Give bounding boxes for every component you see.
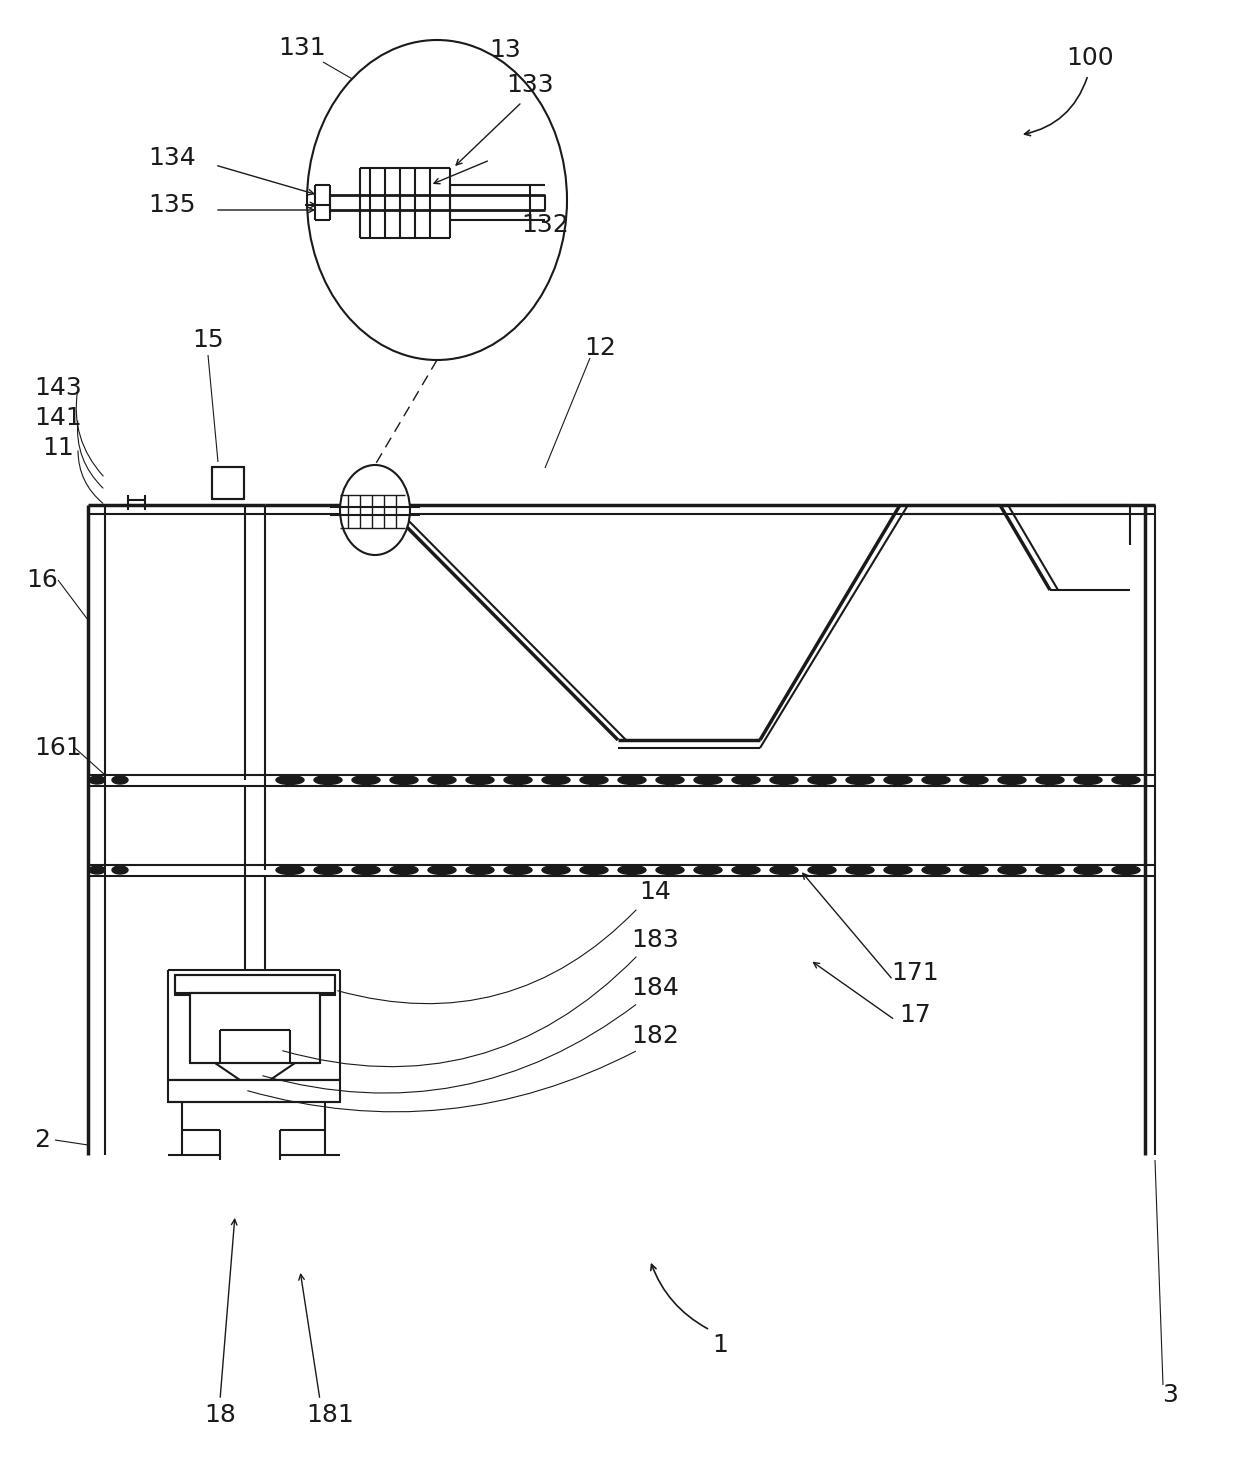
Ellipse shape <box>1074 865 1102 874</box>
Ellipse shape <box>580 776 608 785</box>
Ellipse shape <box>732 776 760 785</box>
Ellipse shape <box>277 865 304 874</box>
Ellipse shape <box>694 776 722 785</box>
Ellipse shape <box>1035 776 1064 785</box>
Bar <box>175 975 335 995</box>
Ellipse shape <box>656 776 684 785</box>
Text: 1: 1 <box>712 1334 728 1357</box>
Ellipse shape <box>391 776 418 785</box>
Text: 135: 135 <box>149 193 196 217</box>
Text: 141: 141 <box>35 406 82 430</box>
Ellipse shape <box>542 865 570 874</box>
Text: 16: 16 <box>26 568 58 592</box>
Ellipse shape <box>542 776 570 785</box>
Ellipse shape <box>112 867 128 874</box>
Text: 181: 181 <box>306 1404 353 1427</box>
Ellipse shape <box>466 776 494 785</box>
Bar <box>167 1080 340 1102</box>
Text: 183: 183 <box>631 928 678 953</box>
Text: 100: 100 <box>1066 47 1114 70</box>
Ellipse shape <box>503 776 532 785</box>
Text: 2: 2 <box>33 1128 50 1153</box>
Text: 161: 161 <box>35 735 82 760</box>
Text: 14: 14 <box>639 880 671 905</box>
Bar <box>190 994 320 1064</box>
Ellipse shape <box>960 776 988 785</box>
Ellipse shape <box>466 865 494 874</box>
Ellipse shape <box>580 865 608 874</box>
Ellipse shape <box>314 865 342 874</box>
Ellipse shape <box>770 776 799 785</box>
Text: 3: 3 <box>1162 1383 1178 1406</box>
Ellipse shape <box>618 776 646 785</box>
Text: 132: 132 <box>521 213 569 236</box>
Ellipse shape <box>1035 865 1064 874</box>
Ellipse shape <box>694 865 722 874</box>
Ellipse shape <box>428 776 456 785</box>
Ellipse shape <box>314 776 342 785</box>
Ellipse shape <box>308 39 567 360</box>
Ellipse shape <box>846 776 874 785</box>
Ellipse shape <box>808 865 836 874</box>
Ellipse shape <box>618 865 646 874</box>
Ellipse shape <box>808 776 836 785</box>
Ellipse shape <box>391 865 418 874</box>
Text: 131: 131 <box>278 36 326 60</box>
Ellipse shape <box>89 776 105 783</box>
Ellipse shape <box>846 865 874 874</box>
Text: 182: 182 <box>631 1024 680 1048</box>
Ellipse shape <box>923 776 950 785</box>
Ellipse shape <box>732 865 760 874</box>
Ellipse shape <box>277 776 304 785</box>
Text: 134: 134 <box>148 146 196 171</box>
Ellipse shape <box>340 465 410 554</box>
Ellipse shape <box>352 776 379 785</box>
Ellipse shape <box>1112 865 1140 874</box>
Ellipse shape <box>998 865 1025 874</box>
Ellipse shape <box>770 865 799 874</box>
Ellipse shape <box>998 776 1025 785</box>
Ellipse shape <box>1074 776 1102 785</box>
Ellipse shape <box>656 865 684 874</box>
Ellipse shape <box>884 776 911 785</box>
Text: 143: 143 <box>35 376 82 400</box>
Ellipse shape <box>503 865 532 874</box>
Ellipse shape <box>884 865 911 874</box>
Ellipse shape <box>923 865 950 874</box>
Text: 15: 15 <box>192 328 223 352</box>
Ellipse shape <box>89 867 105 874</box>
Text: 17: 17 <box>899 1002 931 1027</box>
Text: 18: 18 <box>205 1404 236 1427</box>
Ellipse shape <box>112 776 128 783</box>
Ellipse shape <box>1112 776 1140 785</box>
Text: 12: 12 <box>584 336 616 360</box>
Bar <box>212 467 244 499</box>
Ellipse shape <box>352 865 379 874</box>
Text: 11: 11 <box>42 436 74 460</box>
Text: 13: 13 <box>489 38 521 61</box>
Text: 133: 133 <box>506 73 554 96</box>
Ellipse shape <box>428 865 456 874</box>
Ellipse shape <box>960 865 988 874</box>
Text: 184: 184 <box>631 976 680 999</box>
Text: 171: 171 <box>892 961 939 985</box>
